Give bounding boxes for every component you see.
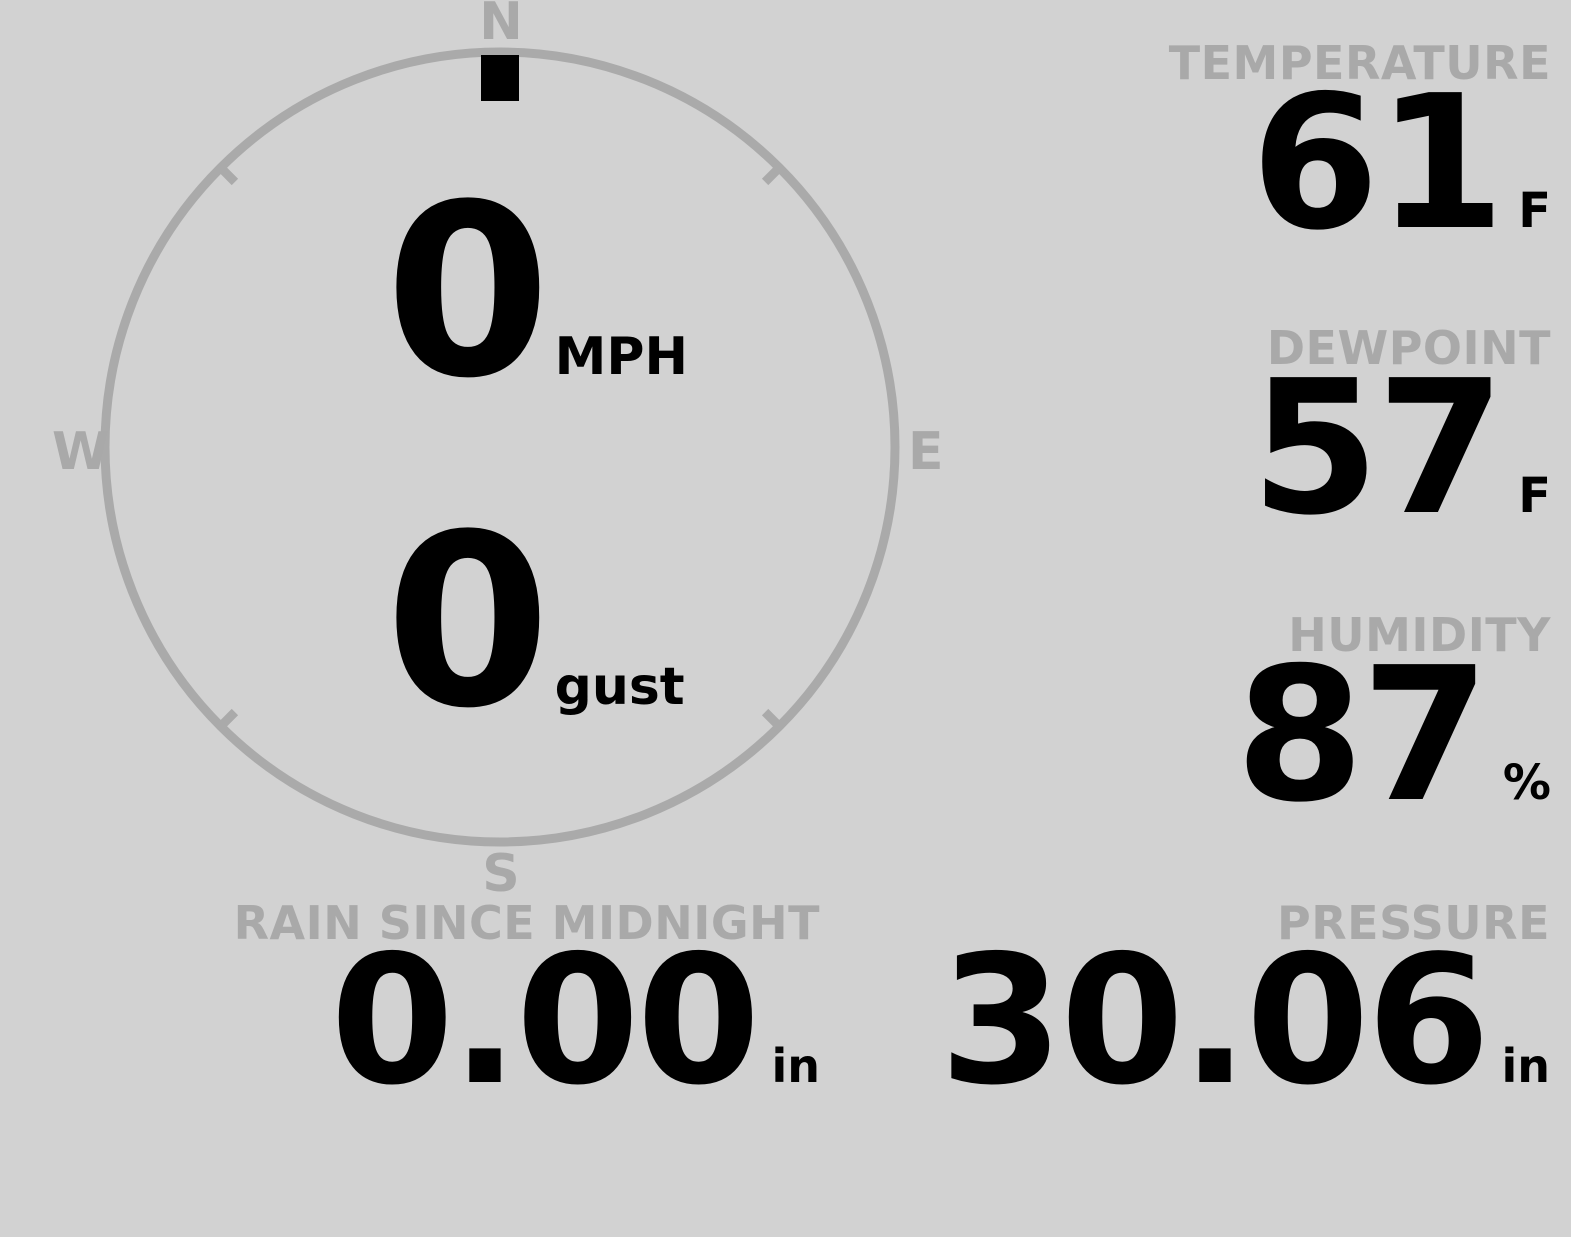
metric-rain-value: 0.00 xyxy=(330,917,760,1124)
wind-compass-panel: N S W E 0 MPH 0 gust xyxy=(0,0,1000,910)
metric-pressure: PRESSURE 30.06 in xyxy=(880,896,1550,1124)
wind-speed-unit: MPH xyxy=(554,327,688,387)
metric-pressure-label: PRESSURE xyxy=(1277,896,1550,950)
wind-speed-value: 0 xyxy=(385,154,551,431)
metric-humidity-unit: % xyxy=(1502,755,1551,811)
metric-humidity-label: HUMIDITY xyxy=(1288,608,1551,662)
compass-label-south: S xyxy=(0,848,1000,900)
metric-dewpoint-value-row: 57 F xyxy=(1071,340,1551,556)
metric-rain-value-row: 0.00 in xyxy=(190,917,820,1124)
wind-direction-marker xyxy=(481,55,519,101)
metric-dewpoint: DEWPOINT 57 F xyxy=(1071,321,1551,556)
metric-dewpoint-label: DEWPOINT xyxy=(1266,321,1551,375)
metric-temperature-label: TEMPERATURE xyxy=(1168,36,1551,90)
metric-rain: RAIN SINCE MIDNIGHT 0.00 in xyxy=(190,896,820,1124)
compass-label-south-text: S xyxy=(482,844,520,904)
metric-temperature-unit: F xyxy=(1518,183,1551,239)
metric-temperature: TEMPERATURE 61 F xyxy=(1071,36,1551,271)
compass-label-north: N xyxy=(0,0,1000,48)
metric-humidity: HUMIDITY 87 % xyxy=(1071,608,1551,843)
metric-pressure-value-row: 30.06 in xyxy=(880,917,1550,1124)
metric-dewpoint-value: 57 xyxy=(1250,340,1505,556)
metric-rain-label: RAIN SINCE MIDNIGHT xyxy=(233,896,820,950)
compass-label-north-text: N xyxy=(479,0,523,52)
metric-dewpoint-unit: F xyxy=(1518,468,1551,524)
compass-ticks xyxy=(217,164,783,730)
wind-gust-value: 0 xyxy=(385,484,551,761)
metric-temperature-value: 61 xyxy=(1250,55,1505,271)
wind-gust-readout: 0 gust xyxy=(385,484,685,761)
compass-label-east: E xyxy=(908,422,944,482)
metric-pressure-unit: in xyxy=(1501,1039,1550,1093)
metric-humidity-value-row: 87 % xyxy=(1071,627,1551,843)
compass-dial xyxy=(100,47,900,847)
wind-gust-unit: gust xyxy=(554,657,685,717)
compass-ring xyxy=(100,47,900,847)
wind-speed-readout: 0 MPH xyxy=(385,154,688,431)
metric-temperature-value-row: 61 F xyxy=(1071,55,1551,271)
metric-rain-unit: in xyxy=(771,1039,820,1093)
metric-pressure-value: 30.06 xyxy=(939,917,1490,1124)
metric-humidity-value: 87 xyxy=(1235,627,1489,843)
compass-label-west: W xyxy=(52,422,110,482)
